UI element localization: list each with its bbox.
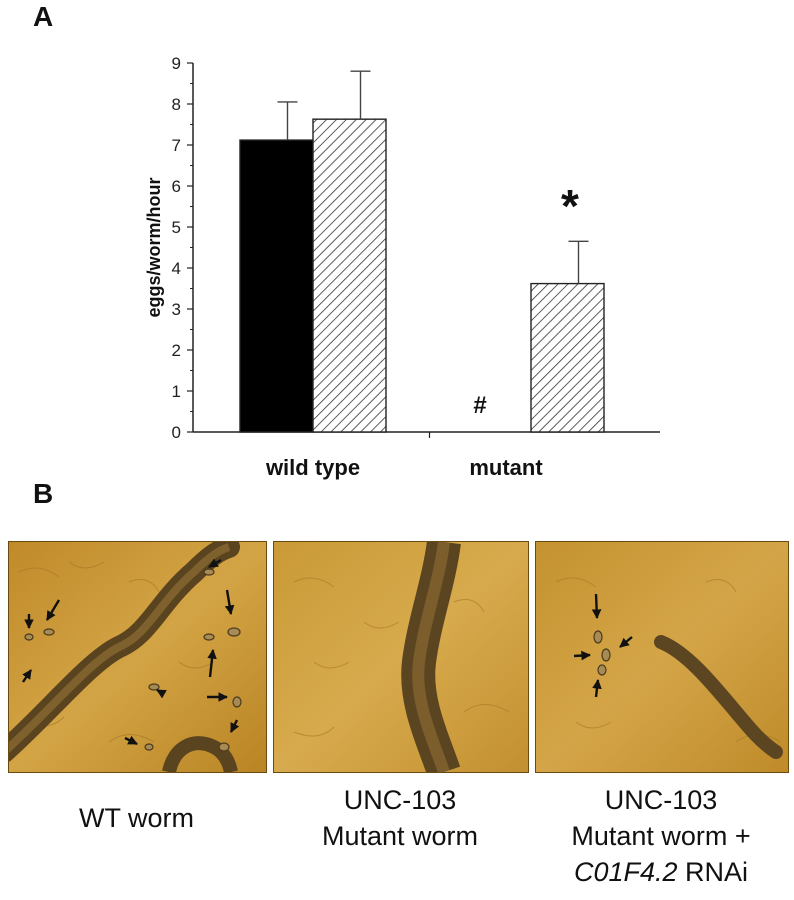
y-tick-label: 8 — [172, 95, 181, 114]
bar-wild-type-s0 — [239, 139, 314, 433]
caption-line: Mutant worm — [321, 821, 479, 851]
caption-line: UNC-103 — [343, 785, 457, 815]
significance-hash-marker: # — [473, 392, 486, 419]
egg-laying-bar-chart: 0 1 2 3 4 5 6 7 8 9 eggs/worm/hour wild type mutant #… — [144, 54, 660, 480]
y-tick-label: 5 — [172, 218, 181, 237]
caption-mutant: UNC-103 Mutant worm — [273, 782, 527, 854]
caption-line: C01F4.2 RNAi — [535, 854, 787, 890]
y-tick-label: 2 — [172, 341, 181, 360]
worm-body — [654, 635, 783, 759]
caption-rnai: UNC-103 Mutant worm + C01F4.2 RNAi — [535, 782, 787, 890]
bar-mutant-s1 — [530, 282, 605, 433]
x-category-label: mutant — [469, 455, 543, 480]
caption-tail: RNAi — [677, 857, 749, 887]
y-tick-label: 3 — [172, 300, 181, 319]
unc103-rnai-image — [535, 541, 789, 773]
y-tick-label: 4 — [172, 259, 181, 278]
y-tick-label: 0 — [172, 423, 181, 442]
y-tick-label: 9 — [172, 54, 181, 73]
egg-arrow-icons — [22, 558, 240, 746]
y-tick-label: 1 — [172, 382, 181, 401]
caption-line: UNC-103 — [604, 785, 718, 815]
bar-wild-type-s1 — [312, 118, 387, 433]
x-category-label: wild type — [265, 455, 360, 480]
panel-a-label: A — [33, 1, 54, 32]
y-tick-label: 6 — [172, 177, 181, 196]
caption-wt: WT worm — [8, 800, 265, 836]
significance-asterisk-marker: * — [561, 180, 579, 232]
unc103-mutant-image — [273, 541, 529, 773]
worm-tail — [162, 736, 238, 772]
y-axis-title: eggs/worm/hour — [144, 177, 164, 317]
y-tick-label: 7 — [172, 136, 181, 155]
caption-line: WT worm — [79, 803, 194, 833]
wt-worm-image — [8, 541, 267, 773]
caption-line: Mutant worm + — [571, 821, 751, 851]
egg-arrow-icons — [573, 593, 633, 698]
gene-name: C01F4.2 — [573, 857, 678, 887]
panel-b-label: B — [33, 478, 54, 509]
